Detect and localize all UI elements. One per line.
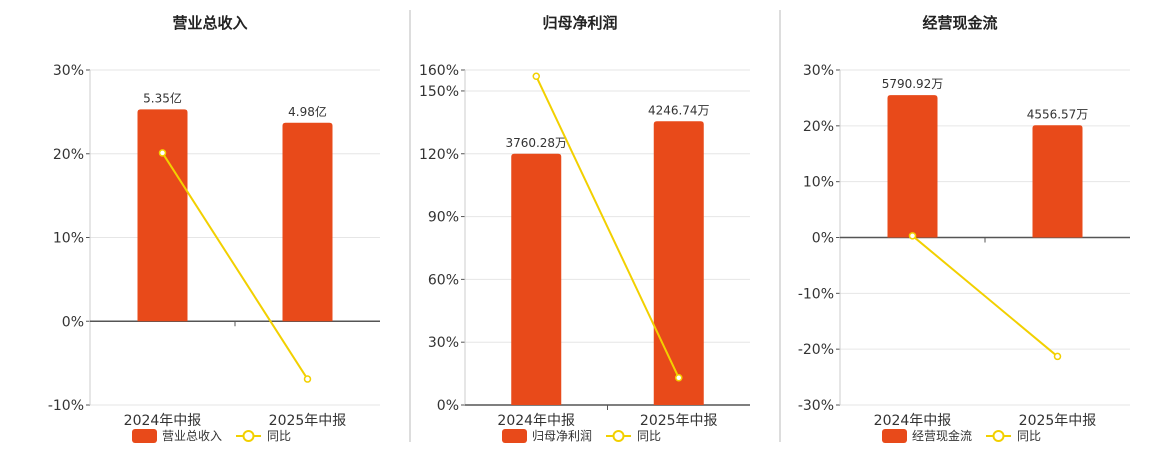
- chart-title: 营业总收入: [172, 14, 247, 32]
- bar-data-label: 5.35亿: [143, 90, 182, 105]
- bar-data-label: 4556.57万: [1027, 107, 1089, 121]
- bar-data-label: 5790.92万: [882, 77, 944, 91]
- y-tick-label: 0%: [62, 314, 84, 330]
- line-point: [908, 232, 917, 240]
- chart-panel-3: 经营现金流 -30% -20% -10% 0% 10% 20% 30% 2024年中报 2025年…: [798, 14, 1130, 443]
- y-tick-label: -10%: [48, 398, 84, 414]
- legend-bar-label: 经营现金流: [912, 428, 972, 443]
- x-category-label: 2025年中报: [640, 413, 718, 429]
- x-category-label: 2025年中报: [1019, 413, 1097, 429]
- bar-data-label: 4246.74万: [648, 103, 710, 117]
- chart-title: 经营现金流: [922, 14, 997, 32]
- x-category-label: 2024年中报: [874, 413, 952, 429]
- y-tick-label: 150%: [419, 84, 459, 100]
- y-tick-label: -30%: [798, 398, 834, 414]
- legend-line-label: 同比: [267, 429, 291, 443]
- line-point: [532, 72, 540, 81]
- chart-panel-1: 营业总收入 -10% 0% 10% 20% 30% 2024年中报 2025年中报 5.35亿 4…: [48, 14, 380, 443]
- bar-data-label: 3760.28万: [505, 136, 567, 150]
- chart-panel-2: 归母净利润 0% 30% 60% 90% 120% 150% 160% 2024年中报 2025年…: [419, 14, 750, 443]
- line-series: [911, 235, 1059, 358]
- bar: [1032, 125, 1083, 238]
- y-tick-label: 30%: [53, 63, 84, 79]
- y-tick-label: 30%: [803, 63, 834, 79]
- line-series: [535, 75, 680, 379]
- y-tick-label: 30%: [428, 335, 459, 351]
- y-tick-label: -20%: [798, 342, 834, 358]
- x-category-label: 2024年中报: [497, 413, 575, 429]
- y-tick-label: 0%: [812, 231, 834, 247]
- legend-bar-label: 归母净利润: [532, 429, 592, 443]
- chart-title: 归母净利润: [542, 14, 617, 32]
- legend-bar-swatch: [502, 429, 527, 443]
- y-tick-label: 90%: [428, 210, 459, 226]
- legend-line-marker: [992, 430, 1005, 442]
- y-tick-label: 20%: [53, 147, 84, 163]
- bar: [653, 121, 704, 405]
- legend-bar-label: 营业总收入: [162, 429, 222, 443]
- y-tick-label: 10%: [53, 231, 84, 247]
- x-category-label: 2024年中报: [124, 413, 202, 429]
- bar: [511, 153, 562, 405]
- bar: [887, 95, 938, 238]
- legend: 营业总收入 同比: [132, 429, 291, 443]
- line-series: [161, 152, 309, 380]
- bar: [282, 122, 333, 322]
- legend-line-marker: [242, 430, 255, 442]
- line-point: [158, 149, 167, 157]
- legend: 归母净利润 同比: [502, 429, 661, 443]
- y-tick-label: -10%: [798, 286, 834, 302]
- y-tick-label: 160%: [419, 63, 459, 79]
- y-tick-label: 60%: [428, 272, 459, 288]
- legend-bar-swatch: [882, 429, 907, 443]
- legend: 经营现金流 同比: [882, 428, 1041, 443]
- y-tick-label: 10%: [803, 175, 834, 191]
- y-tick-label: 0%: [437, 398, 459, 414]
- legend-bar-swatch: [132, 429, 157, 443]
- y-tick-label: 120%: [419, 147, 459, 163]
- legend-line-label: 同比: [1017, 429, 1041, 443]
- line-point: [675, 374, 683, 382]
- x-category-label: 2025年中报: [269, 413, 347, 429]
- bar-data-label: 4.98亿: [288, 104, 327, 119]
- legend-line-marker: [612, 430, 625, 442]
- line-point: [1053, 352, 1062, 361]
- bar: [137, 109, 188, 322]
- y-tick-label: 20%: [803, 119, 834, 135]
- legend-line-label: 同比: [637, 429, 661, 443]
- line-point: [303, 375, 312, 383]
